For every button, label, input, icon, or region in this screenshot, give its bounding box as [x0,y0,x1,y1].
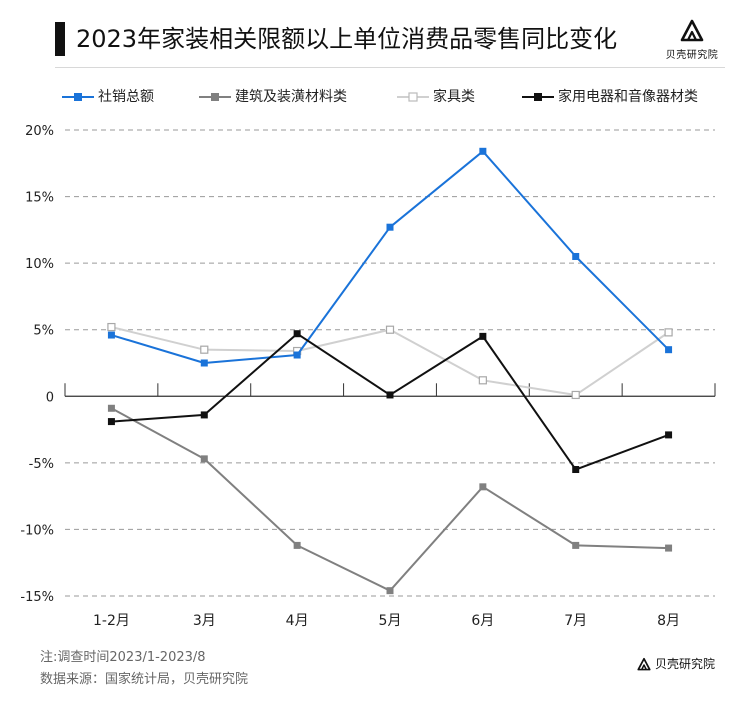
legend-line-black-icon [522,93,554,101]
data-point [200,455,208,463]
data-point [665,346,673,354]
x-tick-label: 5月 [379,613,402,629]
y-tick-label: -15% [20,590,54,605]
x-tick-label: 4月 [286,613,309,629]
bottom-brand-text: 贝壳研究院 [655,657,716,671]
data-point [386,391,394,399]
legend-label: 建筑及装潢材料类 [235,89,347,105]
data-point [572,252,580,260]
data-point [664,328,673,337]
legend-label: 社销总额 [98,89,154,105]
shell-logo-icon [680,19,704,42]
brand-logo: 贝壳研究院 [662,18,722,61]
data-point [571,390,580,400]
x-tick-label: 1-2月 [93,613,130,629]
data-point [478,376,487,385]
data-point [107,322,116,332]
data-point [479,332,487,340]
data-point [107,418,115,426]
data-point [665,431,673,439]
title-divider [55,67,725,68]
legend-item-appliances: 家用电器和音像器材类 [522,86,698,108]
data-point [572,466,580,474]
data-point [200,359,208,367]
series-line [110,407,669,592]
bottom-brand: 贝壳研究院 [636,655,715,673]
shell-logo-small-icon [637,657,651,670]
data-point [293,351,301,359]
chart-legend: 社销总额 建筑及装潢材料类 家具类 家用电器和音像器材类 [62,86,722,108]
x-tick-label: 8月 [657,613,680,629]
y-tick-label: 10% [25,257,54,272]
x-tick-label: 6月 [471,613,494,629]
legend-line-blue-icon [62,93,94,101]
chart-title: 2023年家装相关限额以上单位消费品零售同比变化 [76,25,618,53]
title-accent-bar [55,22,65,56]
legend-label: 家具类 [433,89,475,105]
y-tick-label: -5% [29,457,54,472]
data-point [479,483,487,491]
y-tick-label: -10% [20,523,54,538]
y-tick-label: 20% [25,124,54,139]
y-tick-label: 15% [25,191,54,206]
data-point [572,541,580,549]
y-tick-label: 5% [33,324,54,339]
data-source: 数据来源：国家统计局，贝壳研究院 [40,672,249,687]
logo-text: 贝壳研究院 [665,50,719,61]
legend-item-total-retail: 社销总额 [62,86,154,108]
legend-label: 家用电器和音像器材类 [558,89,698,105]
data-point [107,331,115,339]
legend-item-furniture: 家具类 [397,86,475,108]
data-point [386,587,394,595]
x-tick-label: 3月 [193,613,216,629]
data-point [293,541,301,549]
data-point [665,544,673,552]
y-tick-label: 0 [46,390,54,405]
data-point [200,411,208,419]
legend-line-lightgray-icon [397,92,429,102]
survey-note: 注:调查时间2023/1-2023/8 [40,650,206,665]
x-tick-label: 7月 [564,613,587,629]
data-point [479,147,487,155]
series-line [111,332,669,471]
legend-line-gray-icon [199,93,231,101]
data-point [200,345,209,354]
data-point [385,325,395,334]
data-point [386,223,394,231]
legend-item-building-materials: 建筑及装潢材料类 [199,86,347,108]
data-point [293,330,301,338]
data-point [107,404,115,412]
